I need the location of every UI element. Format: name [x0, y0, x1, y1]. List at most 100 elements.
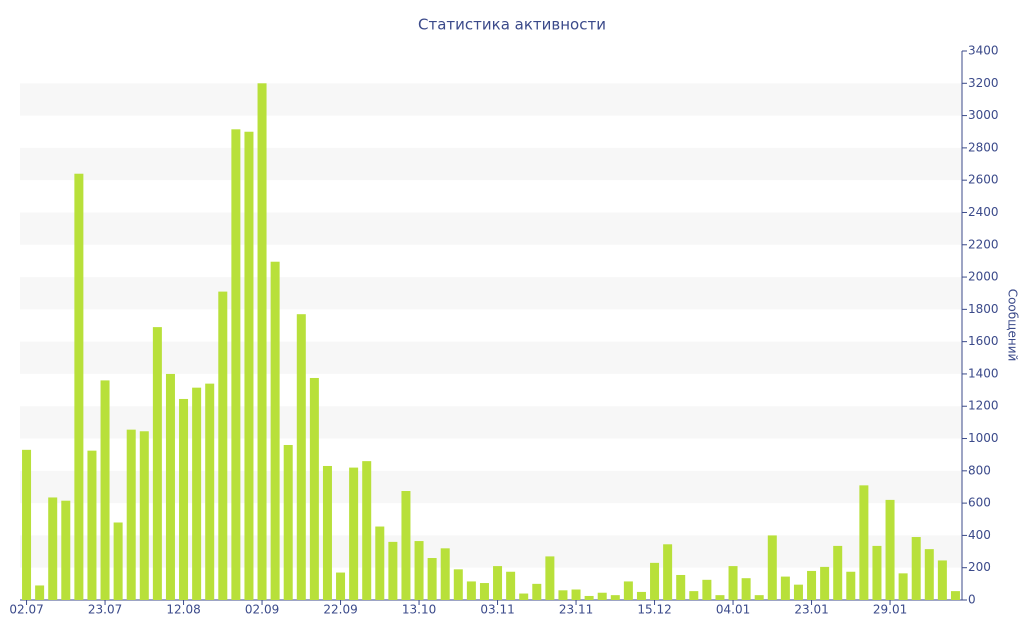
bar [676, 574, 686, 600]
bar [244, 131, 254, 600]
x-tick-label: 13.10 [402, 603, 436, 617]
bar [179, 398, 189, 600]
bar [493, 566, 503, 600]
x-tick-label: 29.01 [873, 603, 907, 617]
bar [296, 314, 306, 600]
bar [87, 450, 97, 600]
bar [597, 592, 607, 600]
bar [754, 595, 764, 600]
bar [820, 566, 830, 600]
bar [623, 581, 633, 600]
bar [767, 535, 777, 600]
bar [126, 429, 136, 600]
y-tick-label: 200 [968, 560, 991, 574]
y-tick-label: 2400 [968, 205, 999, 219]
grid-band [20, 83, 962, 116]
x-tick-label: 22.09 [323, 603, 357, 617]
bar [689, 591, 699, 600]
bar [571, 589, 581, 600]
bar [113, 522, 123, 600]
bar [349, 467, 359, 600]
x-tick-label: 15.12 [637, 603, 671, 617]
bar [362, 461, 372, 600]
bar [427, 558, 437, 600]
bar [558, 590, 568, 600]
y-tick-label: 0 [968, 593, 976, 607]
bar [165, 373, 175, 600]
x-tick-label: 12.08 [166, 603, 200, 617]
bar [506, 571, 516, 600]
bar [401, 491, 411, 600]
grid-band [20, 470, 962, 504]
bar [61, 500, 71, 600]
y-tick-label: 400 [968, 528, 991, 542]
bar [636, 591, 646, 600]
bar [846, 571, 856, 600]
grid-band [20, 535, 962, 568]
bar [466, 581, 476, 600]
x-tick-label: 02.09 [245, 603, 279, 617]
bar [532, 583, 542, 600]
bar [100, 380, 110, 600]
bar [257, 83, 267, 600]
bar [152, 327, 162, 600]
bar [545, 556, 555, 600]
bar [35, 585, 45, 600]
bar [911, 537, 921, 600]
bar [937, 560, 947, 600]
bar [898, 573, 908, 600]
y-tick-label: 2600 [968, 173, 999, 187]
bar [218, 291, 228, 600]
y-tick-label: 800 [968, 463, 991, 477]
y-tick-label: 3200 [968, 76, 999, 90]
grid-band [20, 212, 962, 245]
bar [48, 497, 58, 600]
bar [192, 387, 202, 600]
bar [414, 541, 424, 600]
bar [205, 383, 215, 600]
bar [336, 572, 346, 600]
x-tick-label: 23.01 [794, 603, 828, 617]
grid-band [20, 341, 962, 374]
y-tick-label: 1800 [968, 302, 999, 316]
bar [702, 579, 712, 600]
bar [440, 548, 450, 600]
bar [885, 499, 895, 600]
bar [610, 595, 620, 600]
bar [741, 578, 751, 600]
bar [807, 570, 817, 600]
grid-band [20, 277, 962, 310]
y-tick-label: 2000 [968, 270, 999, 284]
bar [453, 569, 463, 600]
x-tick-label: 02.07 [9, 603, 43, 617]
y-tick-label: 2800 [968, 140, 999, 154]
bar [833, 545, 843, 600]
bar [322, 465, 332, 600]
y-tick-label: 1200 [968, 399, 999, 413]
y-tick-label: 1000 [968, 431, 999, 445]
grid-band [20, 406, 962, 439]
bar [270, 261, 280, 600]
x-tick-label: 03.11 [480, 603, 514, 617]
bar [650, 562, 660, 600]
bar [663, 544, 673, 600]
grid-band [20, 147, 962, 181]
bar [950, 591, 960, 600]
bar [859, 485, 869, 600]
bar [728, 566, 738, 600]
bar [375, 526, 385, 600]
chart-title: Статистика активности [418, 16, 606, 34]
x-tick-label: 04.01 [716, 603, 750, 617]
bar [74, 173, 84, 600]
bar [388, 541, 398, 600]
x-tick-label: 23.11 [559, 603, 593, 617]
bar [793, 584, 803, 600]
bar [584, 595, 594, 600]
bar [715, 595, 725, 600]
bar [231, 129, 241, 600]
y-tick-label: 2200 [968, 237, 999, 251]
bar [872, 545, 882, 600]
bar [519, 593, 529, 600]
bar [309, 377, 319, 600]
